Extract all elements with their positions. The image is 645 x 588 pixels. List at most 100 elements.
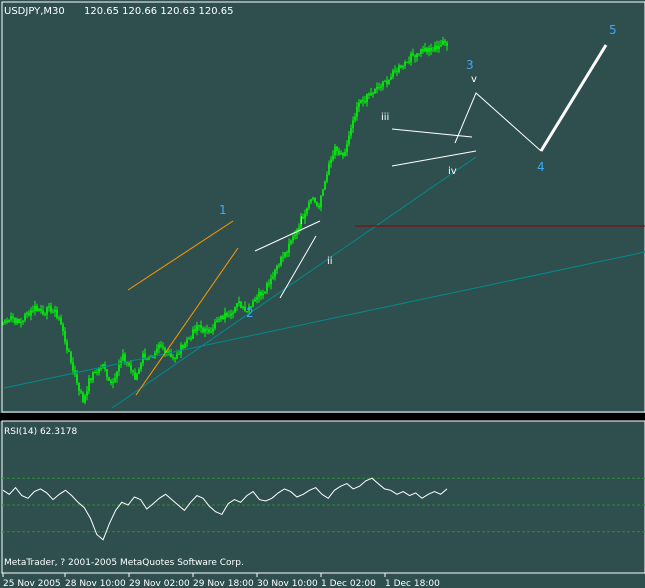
candle-body: [102, 364, 104, 369]
candle-body: [42, 310, 44, 315]
candle-body: [230, 313, 232, 316]
candle-body: [324, 181, 326, 190]
rsi-panel-frame: [1, 420, 645, 574]
candle-body: [122, 354, 124, 361]
candle-body: [84, 395, 86, 403]
candle-body: [404, 61, 406, 66]
candle-body: [444, 40, 446, 43]
candle-body: [358, 102, 360, 107]
candle-body: [196, 325, 198, 332]
time-tick-label: 29 Nov 02:00: [129, 579, 190, 588]
wave-projection-path[interactable]: [454, 92, 542, 152]
candle-body: [282, 256, 284, 258]
candle-body: [182, 344, 184, 349]
candle-body: [210, 331, 212, 333]
time-tick-label: 30 Nov 10:00: [257, 579, 318, 588]
candle-body: [8, 319, 10, 323]
candle-body: [50, 306, 52, 313]
candle-body: [254, 299, 256, 302]
candle-body: [44, 314, 46, 316]
rising-support-trendline[interactable]: [111, 156, 477, 409]
candle-body: [166, 351, 168, 353]
panel-separator[interactable]: [0, 413, 645, 421]
candle-body: [368, 93, 370, 96]
wave-label-1: 1: [219, 203, 227, 217]
candle-body: [272, 276, 274, 279]
channel-upper-line[interactable]: [127, 220, 234, 291]
candle-body: [270, 278, 272, 285]
time-tick-label: 1 Dec 02:00: [321, 579, 376, 588]
candle-body: [236, 303, 238, 307]
candle-body: [88, 378, 90, 392]
candle-body: [78, 382, 80, 391]
candle-body: [412, 53, 414, 56]
candle-body: [300, 216, 302, 228]
channel-lower-line[interactable]: [135, 247, 239, 396]
candle-body: [36, 305, 38, 311]
candle-body: [426, 48, 428, 52]
candle-body: [174, 358, 176, 360]
time-axis: 25 Nov 2005 28 Nov 10:00 29 Nov 02:00 29 No…: [2, 573, 440, 588]
candle-body: [192, 329, 194, 339]
candle-body: [402, 65, 404, 68]
trendline-layer: [3, 44, 645, 409]
candle-body: [206, 328, 208, 330]
candle-body: [336, 146, 338, 151]
candle-body: [342, 152, 344, 156]
candle-body: [194, 329, 196, 332]
candle-body: [198, 325, 200, 327]
candle-body: [266, 283, 268, 292]
candle-body: [118, 364, 120, 372]
wedge-lower-line[interactable]: [279, 235, 317, 299]
candle-body: [390, 76, 392, 80]
candle-body: [156, 348, 158, 353]
candle-body: [40, 308, 42, 311]
candle-body: [326, 174, 328, 182]
candle-body: [226, 312, 228, 317]
candle-body: [278, 265, 280, 267]
candle-body: [372, 92, 374, 94]
candle-body: [176, 354, 178, 359]
candle-body: [380, 86, 382, 88]
candle-body: [62, 324, 64, 332]
candle-body: [428, 47, 430, 52]
candle-body: [246, 311, 248, 313]
candle-body: [14, 317, 16, 324]
candle-body: [280, 256, 282, 266]
candle-body: [86, 391, 88, 396]
candle-body: [12, 316, 14, 318]
candle-body: [164, 347, 166, 353]
wave-5-projection[interactable]: [539, 44, 608, 152]
candle-body: [152, 356, 154, 358]
candle-body: [140, 363, 142, 370]
candle-body: [268, 283, 270, 285]
candle-body: [286, 252, 288, 254]
candle-body: [92, 372, 94, 381]
candle-body: [64, 331, 66, 342]
candle-body: [394, 70, 396, 72]
time-tick-label: 1 Dec 18:00: [385, 579, 440, 588]
candle-body: [260, 291, 262, 296]
candle-body: [208, 329, 210, 333]
candle-body: [332, 155, 334, 160]
candle-body: [158, 344, 160, 349]
candle-body: [212, 328, 214, 332]
wedge-upper-line[interactable]: [254, 220, 321, 252]
candle-body: [4, 320, 6, 323]
candle-body: [364, 101, 366, 103]
candle-body: [410, 53, 412, 63]
candle-body: [438, 46, 440, 50]
candle-body: [124, 354, 126, 362]
candle-body: [436, 45, 438, 50]
candle-body: [76, 374, 78, 383]
candle-body: [240, 301, 242, 309]
triangle-lower-line[interactable]: [391, 150, 477, 167]
candle-body: [82, 392, 84, 403]
candle-body: [110, 380, 112, 384]
time-tick-label: 25 Nov 2005: [3, 579, 61, 588]
triangle-upper-line[interactable]: [391, 128, 473, 138]
candle-body: [224, 312, 226, 320]
candle-body: [28, 312, 30, 316]
long-support-trendline[interactable]: [3, 251, 645, 389]
